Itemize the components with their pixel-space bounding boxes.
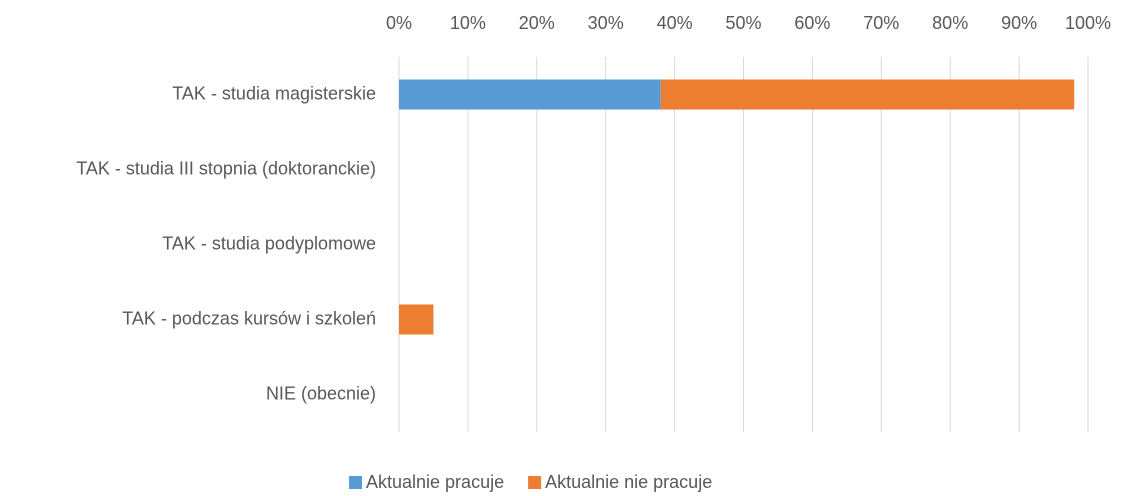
bar [660, 79, 1075, 110]
x-tick-label: 40% [657, 13, 693, 33]
x-tick-label: 100% [1065, 13, 1111, 33]
x-tick-label: 70% [863, 13, 899, 33]
bar [399, 79, 661, 110]
y-tick-label: TAK - studia magisterskie [172, 83, 376, 103]
y-tick-label: TAK - podczas kursów i szkoleń [122, 308, 376, 328]
y-tick-label: NIE (obecnie) [266, 383, 376, 403]
y-tick-label: TAK - studia III stopnia (doktoranckie) [76, 158, 376, 178]
x-tick-label: 90% [1001, 13, 1037, 33]
x-tick-label: 80% [932, 13, 968, 33]
legend-swatch [528, 476, 542, 489]
x-tick-label: 10% [450, 13, 486, 33]
bar [399, 304, 434, 335]
legend-swatch [349, 476, 362, 489]
x-tick-label: 0% [386, 13, 412, 33]
x-tick-label: 20% [519, 13, 555, 33]
legend-label: Aktualnie nie pracuje [545, 472, 712, 492]
legend-label: Aktualnie pracuje [366, 472, 504, 492]
x-tick-label: 50% [725, 13, 761, 33]
x-tick-label: 30% [588, 13, 624, 33]
y-tick-label: TAK - studia podyplomowe [162, 233, 376, 253]
x-tick-label: 60% [794, 13, 830, 33]
